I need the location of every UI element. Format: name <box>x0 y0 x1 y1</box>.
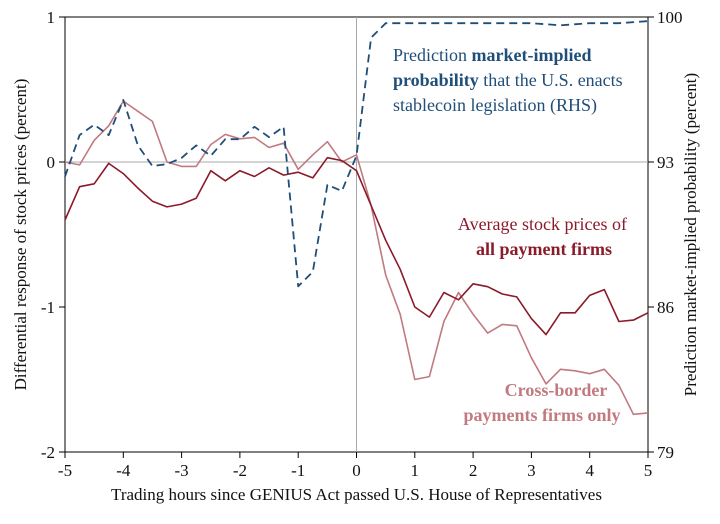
x-tick-label: 3 <box>527 461 536 480</box>
x-tick-label: 5 <box>644 461 653 480</box>
left-y-axis: -2 -1 0 1 <box>41 8 65 462</box>
right-y-tick-label: 93 <box>657 153 674 172</box>
x-tick-label: 0 <box>352 461 361 480</box>
annotation-cross-border-line2: payments firms only <box>464 405 621 425</box>
x-tick-label: 1 <box>411 461 420 480</box>
right-y-axis-title: Prediction market-implied probability (p… <box>681 73 700 396</box>
annotation-prediction-line3: stablecoin legislation (RHS) <box>393 95 597 116</box>
x-tick-label: -1 <box>291 461 305 480</box>
x-tick-label: -2 <box>233 461 247 480</box>
x-axis-title: Trading hours since GENIUS Act passed U.… <box>111 485 602 504</box>
annotation-prediction-line2: probability that the U.S. enacts <box>393 70 623 90</box>
series-line-cross-border <box>64 100 649 416</box>
left-y-tick-label: -1 <box>41 298 55 317</box>
x-tick-label: -5 <box>58 461 72 480</box>
x-tick-label: 4 <box>585 461 594 480</box>
left-y-axis-title: Differential response of stock prices (p… <box>11 79 30 391</box>
series-lines <box>64 20 649 416</box>
left-y-tick-label: -2 <box>41 443 55 462</box>
annotation-cross-border-line1: Cross-border <box>505 380 608 400</box>
right-y-axis: 79 86 93 100 <box>648 8 683 462</box>
right-y-tick-label: 100 <box>657 8 683 27</box>
left-y-tick-label: 1 <box>47 8 56 27</box>
right-y-tick-label: 86 <box>657 298 674 317</box>
x-tick-label: 2 <box>469 461 478 480</box>
series-line-prediction <box>64 20 649 288</box>
annotation-all-payment-line1: Average stock prices of <box>458 214 627 234</box>
x-tick-label: -4 <box>116 461 131 480</box>
series-line-all-payment <box>64 156 649 336</box>
annotation-all-payment-line2: all payment firms <box>476 239 612 259</box>
x-tick-label: -3 <box>175 461 189 480</box>
left-y-tick-label: 0 <box>47 153 56 172</box>
annotation-prediction-line1: Prediction market-implied <box>393 45 591 65</box>
reference-lines <box>65 17 648 452</box>
right-y-tick-label: 79 <box>657 443 674 462</box>
x-axis: -5 -4 -3 -2 -1 0 1 2 3 4 5 <box>58 452 652 480</box>
